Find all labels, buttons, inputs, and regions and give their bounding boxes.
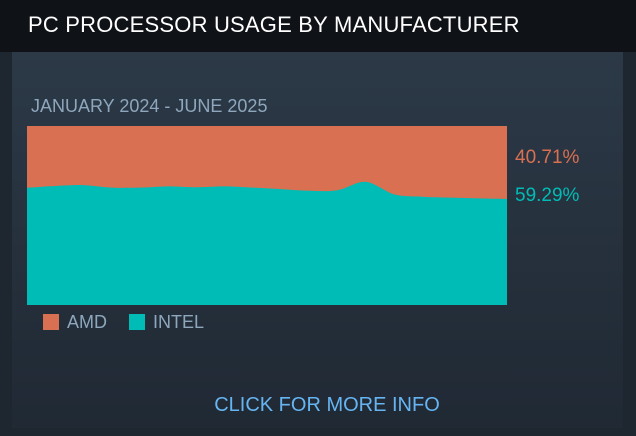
legend-label-intel: INTEL (153, 311, 205, 332)
intel-swatch (129, 314, 145, 330)
legend-label-amd: AMD (67, 311, 107, 332)
amd-end-label: 40.71% (515, 147, 580, 168)
intel-end-label: 59.29% (515, 185, 580, 206)
page-title: PC PROCESSOR USAGE BY MANUFACTURER (28, 12, 520, 37)
header-bar: PC PROCESSOR USAGE BY MANUFACTURER (0, 0, 636, 52)
more-info-link[interactable]: CLICK FOR MORE INFO (214, 394, 440, 416)
legend-item-amd: AMD (43, 312, 107, 333)
date-range-subtitle: JANUARY 2024 - JUNE 2025 (31, 96, 268, 116)
amd-swatch (43, 314, 59, 330)
chart-legend: AMD INTEL (43, 312, 226, 332)
intel-area (27, 181, 507, 305)
legend-item-intel: INTEL (129, 312, 204, 333)
